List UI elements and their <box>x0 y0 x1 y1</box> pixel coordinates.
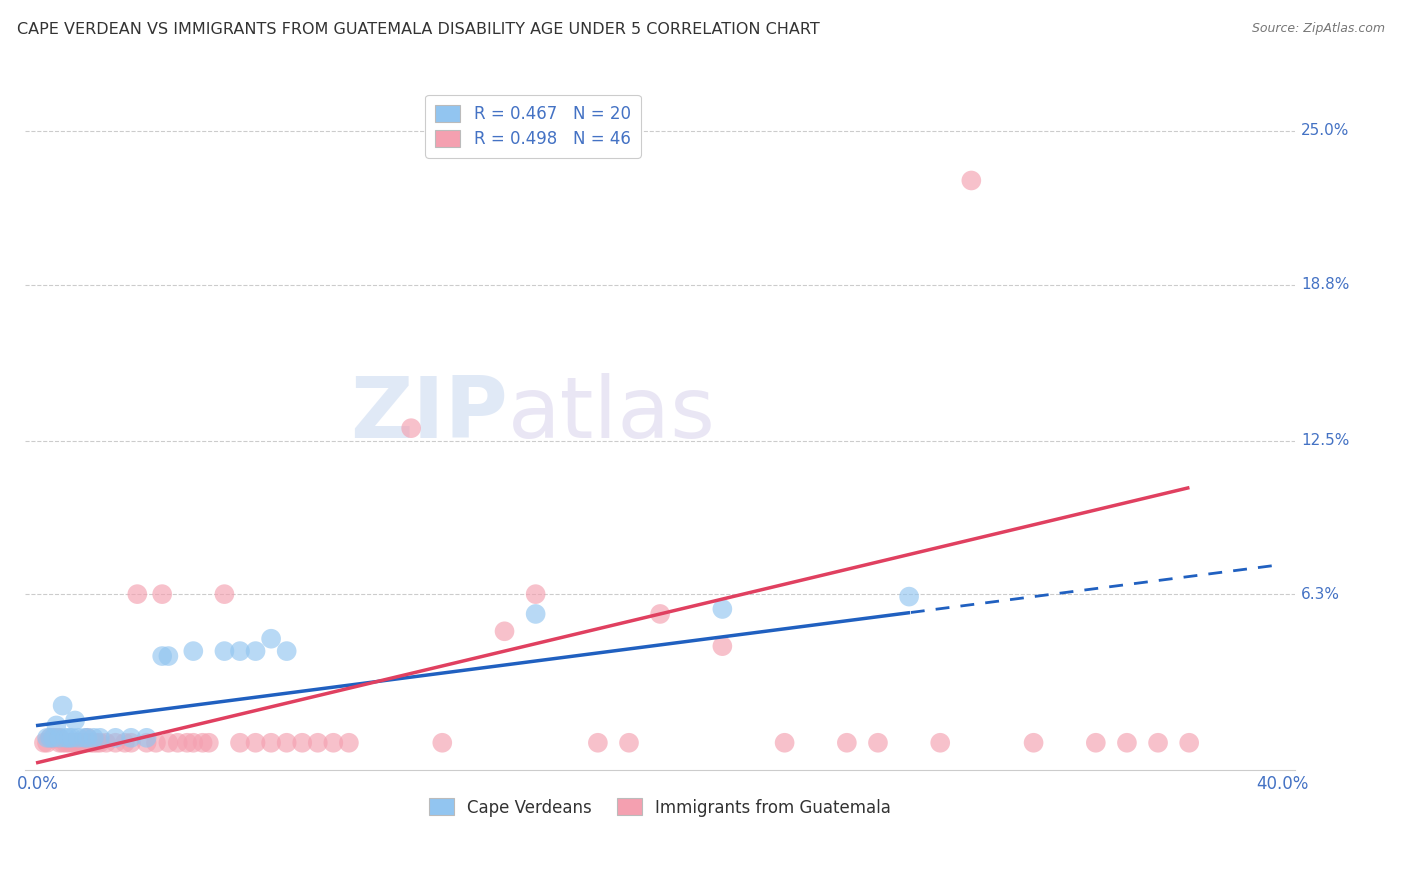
Point <box>89 736 111 750</box>
Text: ZIP: ZIP <box>350 373 508 456</box>
Point <box>120 736 142 750</box>
Point <box>650 607 672 621</box>
Point <box>120 731 142 745</box>
Point <box>104 731 127 745</box>
Point <box>42 731 65 745</box>
Point <box>181 644 204 658</box>
Point <box>67 736 90 750</box>
Point <box>76 731 98 745</box>
Point <box>432 736 454 750</box>
Point <box>52 736 75 750</box>
Point <box>866 736 889 750</box>
Point <box>524 607 547 621</box>
Point <box>135 731 157 745</box>
Point <box>48 731 70 745</box>
Point <box>73 736 96 750</box>
Point <box>711 639 734 653</box>
Point <box>79 736 101 750</box>
Point <box>291 736 314 750</box>
Point <box>773 736 796 750</box>
Point <box>63 714 86 728</box>
Point <box>1116 736 1139 750</box>
Point <box>86 736 108 750</box>
Text: 6.3%: 6.3% <box>1302 587 1340 601</box>
Point <box>337 736 360 750</box>
Point <box>157 736 180 750</box>
Point <box>32 736 55 750</box>
Point <box>157 648 180 663</box>
Point <box>73 731 96 745</box>
Text: 12.5%: 12.5% <box>1302 433 1350 448</box>
Text: Source: ZipAtlas.com: Source: ZipAtlas.com <box>1251 22 1385 36</box>
Point <box>898 590 921 604</box>
Point <box>96 736 118 750</box>
Point <box>39 731 62 745</box>
Point <box>245 736 267 750</box>
Point <box>1084 736 1107 750</box>
Point <box>229 644 252 658</box>
Point <box>89 731 111 745</box>
Point <box>524 587 547 601</box>
Point <box>45 731 67 745</box>
Point <box>150 648 173 663</box>
Point <box>48 731 70 745</box>
Point <box>83 736 105 750</box>
Point <box>191 736 214 750</box>
Point <box>150 587 173 601</box>
Point <box>135 736 157 750</box>
Point <box>67 731 90 745</box>
Point <box>181 736 204 750</box>
Point <box>617 736 640 750</box>
Text: 18.8%: 18.8% <box>1302 277 1350 292</box>
Point <box>45 718 67 732</box>
Point <box>70 736 93 750</box>
Point <box>104 736 127 750</box>
Point <box>145 736 167 750</box>
Point <box>166 736 188 750</box>
Point <box>711 602 734 616</box>
Point <box>35 731 58 745</box>
Point <box>399 421 422 435</box>
Point <box>58 736 80 750</box>
Point <box>42 731 65 745</box>
Point <box>307 736 329 750</box>
Point <box>39 731 62 745</box>
Point <box>76 731 98 745</box>
Point <box>214 587 236 601</box>
Point <box>55 736 77 750</box>
Point <box>1178 736 1201 750</box>
Point <box>83 731 105 745</box>
Point <box>58 731 80 745</box>
Point <box>60 736 83 750</box>
Text: CAPE VERDEAN VS IMMIGRANTS FROM GUATEMALA DISABILITY AGE UNDER 5 CORRELATION CHA: CAPE VERDEAN VS IMMIGRANTS FROM GUATEMAL… <box>17 22 820 37</box>
Point <box>127 587 149 601</box>
Point <box>586 736 609 750</box>
Point <box>229 736 252 750</box>
Point <box>835 736 858 750</box>
Point <box>114 736 136 750</box>
Point <box>245 644 267 658</box>
Point <box>260 736 283 750</box>
Point <box>276 736 298 750</box>
Point <box>276 644 298 658</box>
Point <box>322 736 344 750</box>
Point <box>929 736 952 750</box>
Point <box>960 173 983 187</box>
Point <box>55 731 77 745</box>
Point <box>198 736 221 750</box>
Point <box>1022 736 1045 750</box>
Point <box>260 632 283 646</box>
Point <box>176 736 198 750</box>
Point <box>214 644 236 658</box>
Point <box>48 736 70 750</box>
Point <box>63 736 86 750</box>
Text: atlas: atlas <box>508 373 716 456</box>
Legend: Cape Verdeans, Immigrants from Guatemala: Cape Verdeans, Immigrants from Guatemala <box>422 792 898 823</box>
Point <box>1147 736 1170 750</box>
Text: 25.0%: 25.0% <box>1302 123 1350 138</box>
Point <box>494 624 516 639</box>
Point <box>52 698 75 713</box>
Point <box>60 731 83 745</box>
Point <box>35 736 58 750</box>
